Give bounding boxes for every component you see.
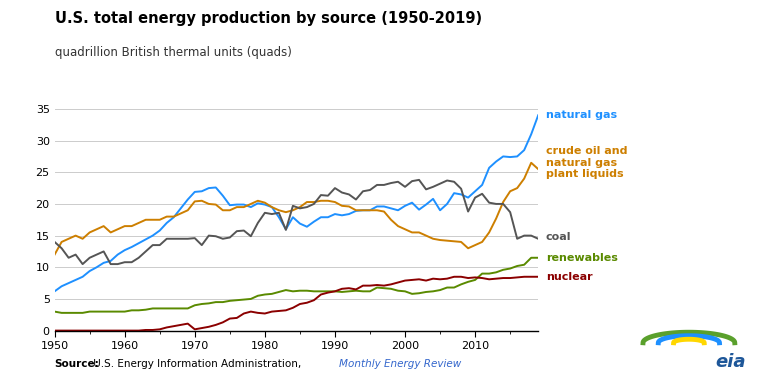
Text: U.S. Energy Information Administration,: U.S. Energy Information Administration, [90,359,304,369]
Text: coal: coal [546,232,572,242]
Text: nuclear: nuclear [546,272,593,282]
Text: Source:: Source: [55,359,99,369]
Text: quadrillion British thermal units (quads): quadrillion British thermal units (quads… [55,46,292,59]
Text: crude oil and
natural gas
plant liquids: crude oil and natural gas plant liquids [546,146,627,179]
Text: eia: eia [715,353,746,371]
Text: U.S. total energy production by source (1950-2019): U.S. total energy production by source (… [55,11,482,26]
Text: Monthly Energy Review: Monthly Energy Review [339,359,462,369]
Text: natural gas: natural gas [546,110,617,120]
Text: renewables: renewables [546,253,618,263]
